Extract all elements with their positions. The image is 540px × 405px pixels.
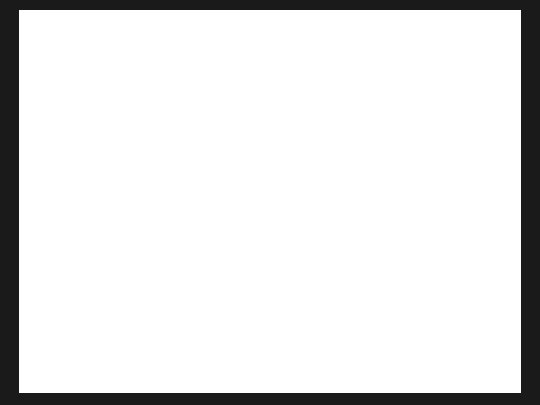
- Text: Oxidation of 1° alcohols: carboxylic acids: Oxidation of 1° alcohols: carboxylic aci…: [52, 28, 488, 47]
- FancyBboxPatch shape: [35, 274, 231, 328]
- Text: H: H: [401, 316, 409, 330]
- Text: using the suffix –: using the suffix –: [46, 299, 144, 309]
- Text: Carboxylic acids: Carboxylic acids: [38, 178, 156, 191]
- Text: C: C: [456, 279, 464, 292]
- Text: C: C: [346, 279, 354, 292]
- Text: then  oxidixed  further  to: then oxidixed further to: [38, 98, 201, 111]
- Text: H: H: [401, 241, 409, 254]
- Text: RCH₂OH + [O] → RCHO + H₂O: RCH₂OH + [O] → RCHO + H₂O: [65, 134, 255, 147]
- Text: contain  a  carbonyl  group  (C=O)  at  the  end: contain a carbonyl group (C=O) at the en…: [148, 178, 450, 191]
- Text: H: H: [299, 279, 308, 292]
- Text: –oic acid: –oic acid: [116, 299, 165, 309]
- Text: ,  they  can  be  oxidized  to  aldehydes  and: , they can be oxidized to aldehydes and: [139, 83, 422, 96]
- Text: propanoic acid: propanoic acid: [339, 360, 442, 373]
- Text: agent and: agent and: [38, 83, 103, 96]
- Text: C: C: [401, 279, 409, 292]
- Text: of  the  carbon  chain,  with  a  hydroxyl  group  (OH)  attached  to: of the carbon chain, with a hydroxyl gro…: [38, 193, 461, 206]
- FancyBboxPatch shape: [48, 123, 272, 157]
- Text: .: .: [310, 98, 314, 111]
- Text: the carbonyl carbon.: the carbonyl carbon.: [38, 208, 171, 221]
- Text: Carboxylic acid are named: Carboxylic acid are named: [46, 285, 198, 295]
- Text: If primary  alcohols  are  reacted  with  an  excess  of  oxidizing: If primary alcohols are reacted with an …: [38, 68, 442, 81]
- Text: refluxed: refluxed: [96, 83, 148, 96]
- Text: H: H: [346, 241, 354, 254]
- FancyBboxPatch shape: [293, 123, 497, 157]
- Text: O: O: [500, 243, 509, 256]
- Text: H: H: [346, 316, 354, 330]
- Text: carboxylic acids: carboxylic acids: [196, 98, 312, 111]
- Text: RCHO + [O] → RCOOH: RCHO + [O] → RCOOH: [324, 134, 466, 147]
- Text: OH: OH: [499, 309, 517, 322]
